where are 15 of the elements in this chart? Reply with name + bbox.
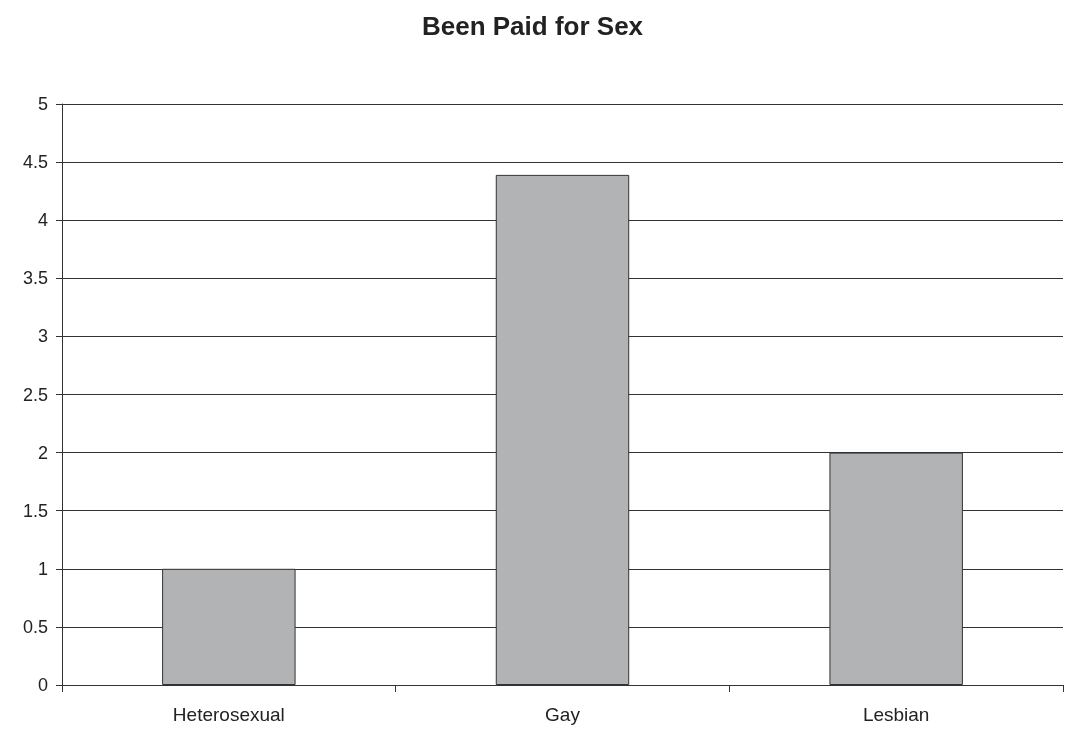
y-tick-label: 3	[37, 326, 48, 347]
y-tick-label: 2.5	[22, 384, 48, 405]
x-tick-label: Heterosexual	[172, 704, 285, 725]
x-tick-label: Gay	[545, 704, 581, 725]
y-tick-label: 4	[37, 210, 48, 231]
y-tick-label: 0.5	[22, 616, 48, 637]
y-tick-label: 4.5	[22, 152, 48, 173]
y-tick-label: 3.5	[22, 268, 48, 289]
y-tick-label: 0	[37, 675, 48, 695]
y-tick-label: 1.5	[22, 500, 48, 521]
y-tick-label: 1	[37, 558, 48, 579]
chart-title: Been Paid for Sex	[421, 11, 644, 41]
x-tick-label: Lesbian	[862, 704, 930, 725]
y-tick-label: 2	[37, 442, 48, 463]
y-tick-label: 5	[37, 94, 48, 114]
